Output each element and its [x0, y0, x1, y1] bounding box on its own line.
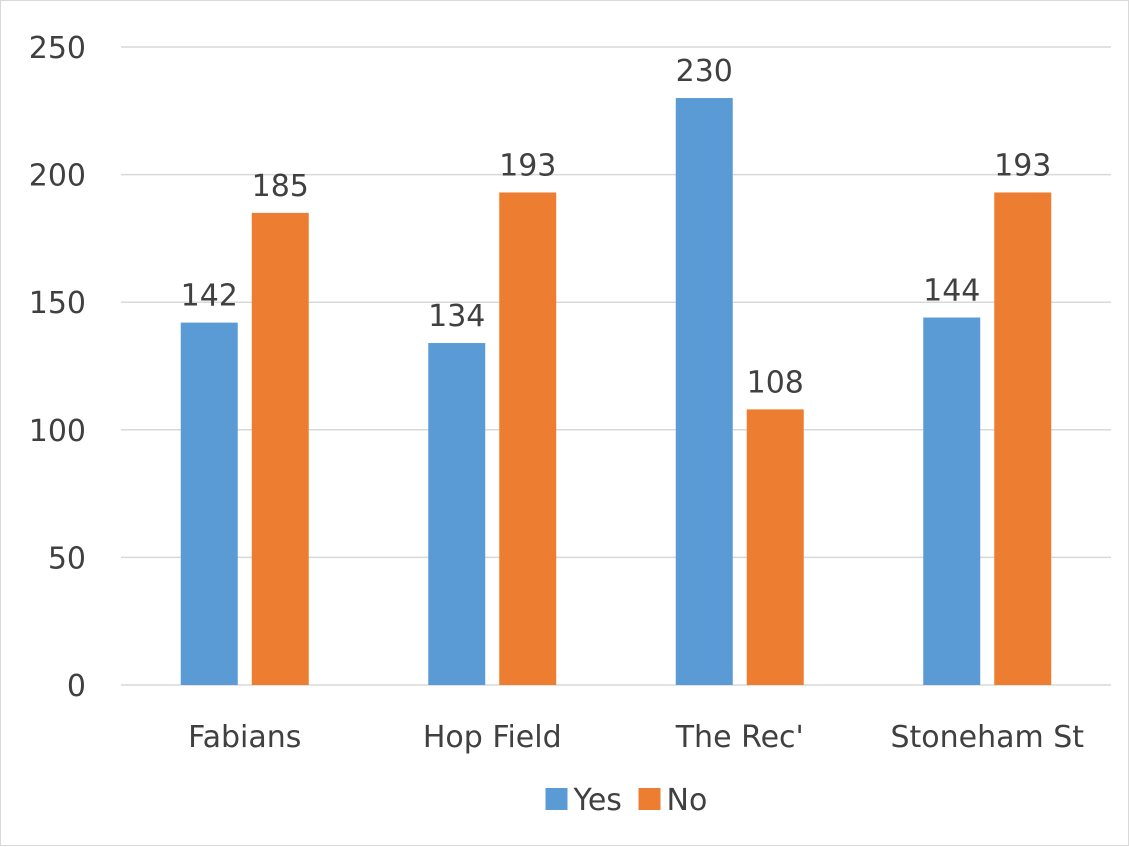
y-tick-label: 50	[48, 541, 86, 576]
bar-yes	[180, 322, 238, 685]
x-category-label: Hop Field	[423, 720, 562, 755]
y-tick-label: 100	[29, 414, 86, 449]
bars	[180, 98, 1052, 686]
y-axis-tick-labels: 0 50 100 150 200 250	[29, 31, 86, 704]
data-label: 193	[994, 148, 1051, 183]
bar-no	[746, 409, 804, 685]
legend-label: No	[667, 783, 708, 818]
y-tick-label: 150	[29, 286, 86, 321]
legend-label: Yes	[573, 783, 622, 818]
data-label: 134	[428, 299, 485, 334]
x-category-label: The Rec'	[675, 720, 804, 755]
data-label: 230	[676, 54, 733, 89]
bar-no	[499, 192, 557, 686]
y-tick-label: 0	[67, 669, 86, 704]
data-labels: 142 185 134 193 230 108 144 193	[181, 54, 1052, 400]
x-category-label: Fabians	[188, 720, 301, 755]
bar-no	[994, 192, 1052, 686]
legend: Yes No	[545, 783, 708, 818]
data-label: 193	[499, 148, 556, 183]
data-label: 142	[181, 279, 238, 314]
bar-yes	[428, 343, 486, 685]
data-label: 185	[252, 169, 309, 204]
x-axis-category-labels: Fabians Hop Field The Rec' Stoneham St	[188, 720, 1084, 755]
x-category-label: Stoneham St	[890, 720, 1084, 755]
bar-no	[251, 212, 309, 685]
data-label: 108	[747, 365, 804, 400]
legend-swatch-yes	[545, 788, 568, 810]
bar-yes	[675, 98, 733, 686]
data-label: 144	[923, 274, 980, 309]
bar-yes	[923, 317, 981, 685]
y-tick-label: 250	[29, 31, 86, 66]
y-tick-label: 200	[29, 159, 86, 194]
legend-swatch-no	[638, 788, 661, 810]
